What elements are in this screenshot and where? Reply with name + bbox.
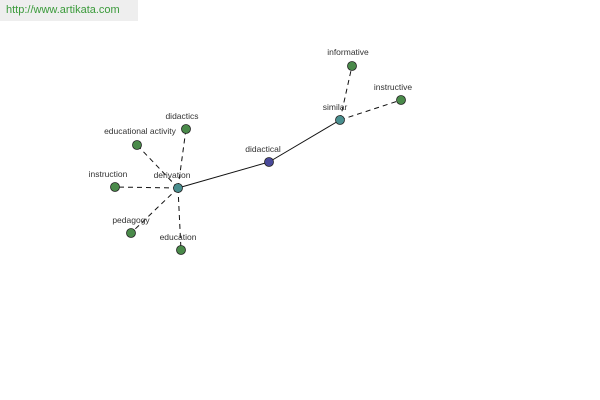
- dashed-edge: [114, 186, 179, 189]
- node: [335, 115, 345, 125]
- url-box: http://www.artikata.com: [0, 0, 138, 21]
- node-label: pedagogy: [112, 215, 150, 225]
- node: [396, 95, 406, 105]
- node-label: instruction: [89, 169, 128, 179]
- node-label: educational activity: [104, 126, 177, 136]
- node-label: education: [160, 232, 197, 242]
- node: [173, 183, 183, 193]
- node-label: informative: [327, 47, 369, 57]
- node: [347, 61, 357, 71]
- node: [181, 124, 191, 134]
- node: [176, 245, 186, 255]
- node-label: didactical: [245, 144, 281, 154]
- node-label: similar: [323, 102, 348, 112]
- dashed-edge: [136, 144, 179, 189]
- dashed-edge: [339, 99, 402, 121]
- dashed-edge: [177, 128, 187, 189]
- node-label: derivation: [154, 170, 191, 180]
- node: [264, 157, 274, 167]
- dashed-edge: [130, 187, 179, 234]
- dashed-edge: [339, 65, 353, 121]
- url-text: http://www.artikata.com: [6, 4, 120, 16]
- node-label: didactics: [165, 111, 198, 121]
- edge: [268, 119, 341, 163]
- node: [110, 182, 120, 192]
- dashed-edge: [177, 187, 182, 251]
- node: [132, 140, 142, 150]
- node: [126, 228, 136, 238]
- edge: [177, 161, 270, 189]
- node-label: instructive: [374, 82, 413, 92]
